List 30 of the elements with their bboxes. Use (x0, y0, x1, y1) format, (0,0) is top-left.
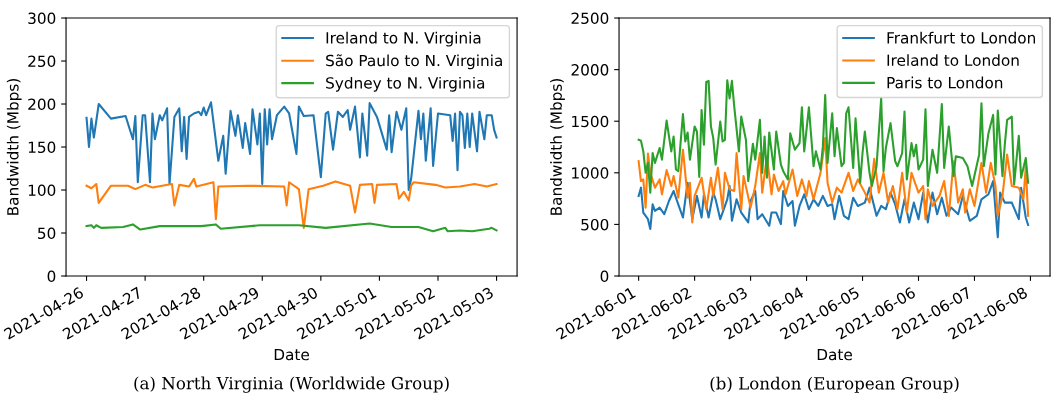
y-tick-label: 1500 (572, 115, 609, 128)
y-tick-label: 2000 (571, 64, 609, 76)
legend-label: Ireland to London (887, 54, 1019, 67)
y-axis-title: Bandwidth (Mbps) (550, 79, 565, 215)
legend-label: Ireland to N. Virginia (326, 31, 481, 47)
line-series (85, 177, 498, 229)
y-tick-label: 0 (600, 270, 609, 283)
legend-label: Sydney to N. Virginia (326, 76, 485, 92)
line-series (85, 101, 498, 192)
legend-label: Paris to London (887, 76, 1003, 89)
text: (b) London (European Group) (710, 376, 959, 393)
y-tick-label: 1000 (572, 167, 609, 179)
y-tick-label: 300 (28, 12, 56, 25)
y-tick-label: 250 (28, 55, 56, 68)
y-tick-label: 2500 (571, 12, 609, 25)
y-tick-label: 0 (47, 270, 56, 283)
legend-label: São Paulo to N. Virginia (326, 54, 502, 70)
x-axis-title: Date (274, 348, 309, 361)
y-tick-label: 100 (28, 184, 56, 197)
x-axis-title: Date (817, 348, 852, 361)
text: (a) North Virginia (Worldwide Group) (134, 376, 449, 393)
y-tick-label: 200 (28, 98, 56, 111)
y-tick-label: 50 (38, 227, 56, 240)
legend-label: Frankfurt to London (887, 31, 1035, 44)
line-series (637, 180, 1030, 239)
line-series (637, 137, 1030, 224)
y-tick-label: 500 (581, 218, 609, 231)
y-axis-title: Bandwidth (Mbps) (6, 79, 22, 215)
y-tick-label: 150 (28, 141, 56, 154)
line-series (85, 222, 498, 233)
